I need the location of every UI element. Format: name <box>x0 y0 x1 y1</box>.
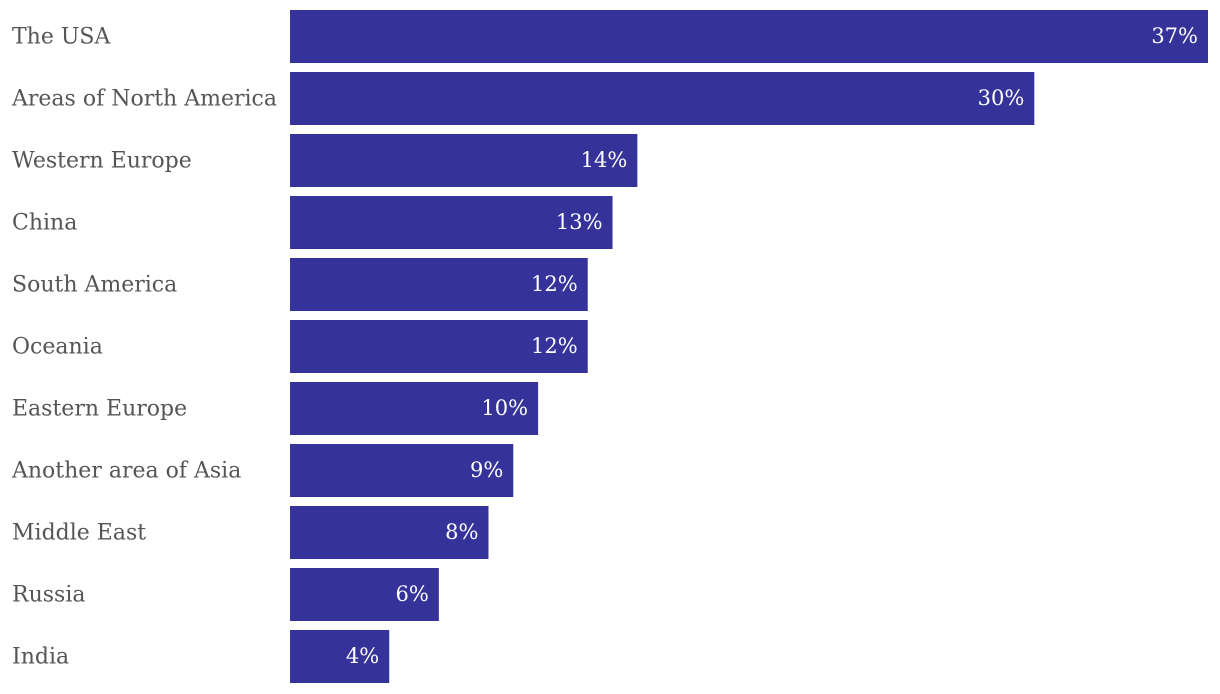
value-label: 37% <box>1151 24 1198 48</box>
bar <box>290 320 588 373</box>
category-label: China <box>12 211 77 236</box>
bar <box>290 382 539 435</box>
value-label: 9% <box>470 458 503 482</box>
value-label: 4% <box>346 644 379 668</box>
category-label: India <box>12 645 69 670</box>
value-label: 8% <box>445 520 478 544</box>
value-label: 12% <box>531 272 578 296</box>
category-label: The USA <box>12 25 111 50</box>
category-label: Another area of Asia <box>11 459 241 484</box>
category-label: Oceania <box>12 335 103 360</box>
bar <box>290 506 489 559</box>
category-label: South America <box>12 273 177 298</box>
value-label: 13% <box>556 210 603 234</box>
category-label: Eastern Europe <box>12 397 187 422</box>
bar <box>290 196 613 249</box>
category-label: Western Europe <box>12 149 192 174</box>
value-label: 14% <box>581 148 628 172</box>
bar <box>290 568 439 621</box>
bar <box>290 258 588 311</box>
bar <box>290 72 1035 125</box>
category-label: Middle East <box>12 521 146 546</box>
category-label: Areas of North America <box>11 87 277 112</box>
bar <box>290 134 638 187</box>
bar <box>290 444 514 497</box>
category-label: Russia <box>12 583 85 608</box>
bar <box>290 630 390 683</box>
value-label: 10% <box>481 396 528 420</box>
bar <box>290 10 1208 63</box>
value-label: 12% <box>531 334 578 358</box>
value-label: 6% <box>396 582 429 606</box>
value-label: 30% <box>978 86 1025 110</box>
